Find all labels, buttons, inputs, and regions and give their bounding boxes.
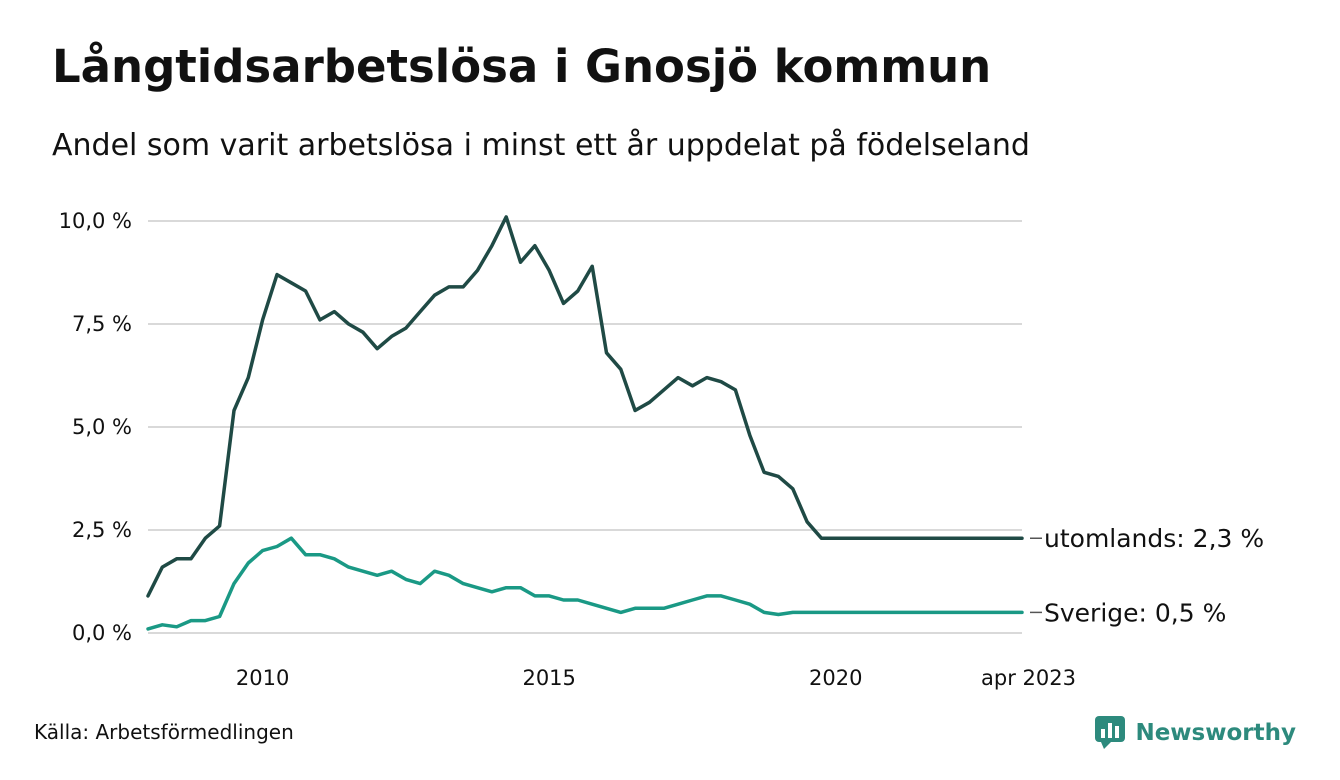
y-tick-label: 0,0 %: [72, 621, 132, 645]
gridlines: [148, 220, 1022, 634]
x-axis: 2010 2015 2020 apr 2023: [236, 666, 1076, 690]
y-tick-label: 10,0 %: [59, 209, 132, 233]
chart-subtitle: Andel som varit arbetslösa i minst ett å…: [52, 128, 1030, 163]
brand-logo: Newsworthy: [1095, 716, 1296, 750]
chart-title: Långtidsarbetslösa i Gnosjö kommun: [52, 40, 992, 93]
series-end-labels: utomlands: 2,3 % Sverige: 0,5 %: [1030, 524, 1264, 627]
x-tick-label: apr 2023: [981, 666, 1076, 690]
series-line-utomlands: [146, 215, 1024, 598]
x-tick-label: 2020: [809, 666, 862, 690]
newsworthy-logo-icon: [1095, 716, 1126, 749]
y-axis: 0,0 % 2,5 % 5,0 % 7,5 % 10,0 %: [59, 209, 132, 645]
y-tick-label: 2,5 %: [72, 518, 132, 542]
y-tick-label: 5,0 %: [72, 415, 132, 439]
series-lines: [146, 215, 1024, 631]
x-tick-label: 2015: [522, 666, 575, 690]
series-end-label-utomlands: utomlands: 2,3 %: [1044, 524, 1264, 553]
y-tick-label: 7,5 %: [72, 312, 132, 336]
series-line-sverige: [146, 536, 1024, 631]
series-end-label-sverige: Sverige: 0,5 %: [1044, 598, 1226, 627]
brand-name: Newsworthy: [1135, 720, 1296, 746]
x-tick-label: 2010: [236, 666, 289, 690]
source-note: Källa: Arbetsförmedlingen: [34, 720, 294, 744]
